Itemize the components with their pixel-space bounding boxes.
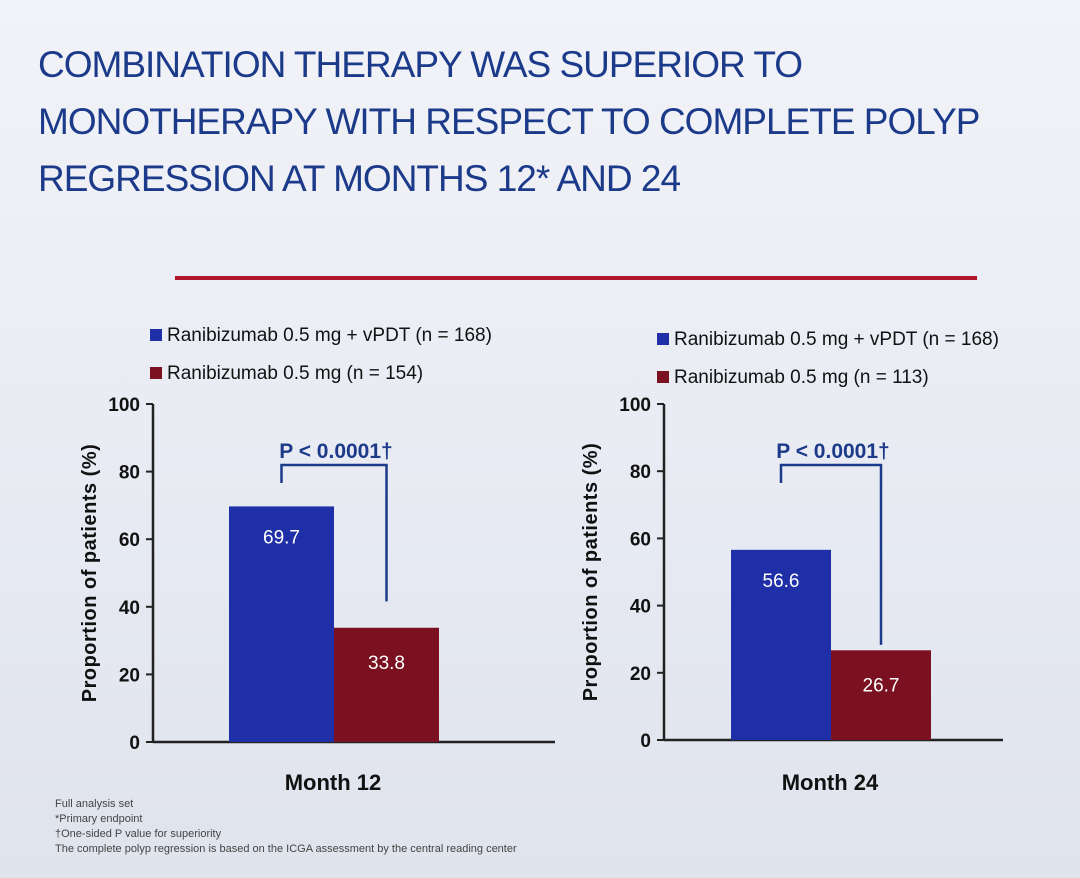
chart2-bar-2 — [831, 650, 931, 740]
chart1-significance-bracket — [280, 463, 388, 602]
chart2-y-tick-label-1: 0 — [640, 731, 651, 752]
slide-title: COMBINATION THERAPY WAS SUPERIOR TO MONO… — [38, 36, 1038, 207]
chart2-y-tick-label-2: 20 — [630, 664, 651, 685]
chart1-legend-swatch-2 — [150, 367, 162, 379]
chart1-bar-2 — [334, 627, 439, 742]
chart2-category-label: Month 24 — [782, 770, 879, 795]
chart1-data-label-1: 69.7 — [263, 527, 300, 548]
footnote-1: Full analysis set — [55, 798, 134, 810]
chart1-legend-label-1: Ranibizumab 0.5 mg + vPDT (n = 168) — [167, 325, 492, 346]
chart1-y-tick-label-5: 80 — [119, 463, 140, 484]
chart1-legend-swatch-1 — [150, 329, 162, 341]
title-divider — [175, 276, 977, 280]
chart1-y-tick-label-3: 40 — [119, 598, 140, 619]
chart2-significance-bracket — [779, 463, 883, 645]
chart2-y-tick-label-3: 40 — [630, 597, 651, 618]
footnotes: Full analysis set *Primary endpoint †One… — [55, 797, 517, 857]
chart2-legend-swatch-1 — [657, 333, 669, 345]
chart1-y-tick-label-1: 0 — [129, 733, 140, 754]
title-line-3: REGRESSION AT MONTHS 12* AND 24 — [38, 158, 681, 199]
footnote-2: *Primary endpoint — [55, 813, 143, 825]
chart2-y-tick-label-5: 80 — [630, 462, 651, 483]
chart2-legend-label-1: Ranibizumab 0.5 mg + vPDT (n = 168) — [674, 329, 999, 350]
chart1-y-tick-label-4: 60 — [119, 530, 140, 551]
chart1-legend-label-2: Ranibizumab 0.5 mg (n = 154) — [167, 363, 423, 384]
chart2-p-value-annotation: P < 0.0001† — [776, 440, 889, 463]
chart1-p-value-annotation: P < 0.0001† — [279, 440, 392, 463]
title-line-2: MONOTHERAPY WITH RESPECT TO COMPLETE POL… — [38, 101, 980, 142]
chart2-legend-swatch-2 — [657, 371, 669, 383]
footnote-4: The complete polyp regression is based o… — [55, 843, 517, 855]
chart2-bar-1 — [731, 549, 831, 740]
chart2-y-tick-label-6: 100 — [619, 395, 651, 416]
chart1-y-tick-label-2: 20 — [119, 665, 140, 686]
chart2-y-axis-label: Proportion of patients (%) — [580, 443, 602, 702]
chart2-data-label-1: 56.6 — [763, 571, 800, 592]
chart2-y-tick-label-4: 60 — [630, 529, 651, 550]
chart1-data-label-2: 33.8 — [368, 653, 405, 674]
chart1-y-axis-label: Proportion of patients (%) — [79, 444, 101, 703]
chart1-bar-1 — [229, 506, 334, 742]
chart2-legend-label-2: Ranibizumab 0.5 mg (n = 113) — [674, 367, 929, 388]
chart1-category-label: Month 12 — [285, 770, 382, 795]
chart2-data-label-2: 26.7 — [863, 675, 900, 696]
title-line-1: COMBINATION THERAPY WAS SUPERIOR TO — [38, 44, 803, 85]
chart1-y-tick-label-6: 100 — [108, 395, 140, 416]
footnote-3: †One-sided P value for superiority — [55, 828, 222, 840]
